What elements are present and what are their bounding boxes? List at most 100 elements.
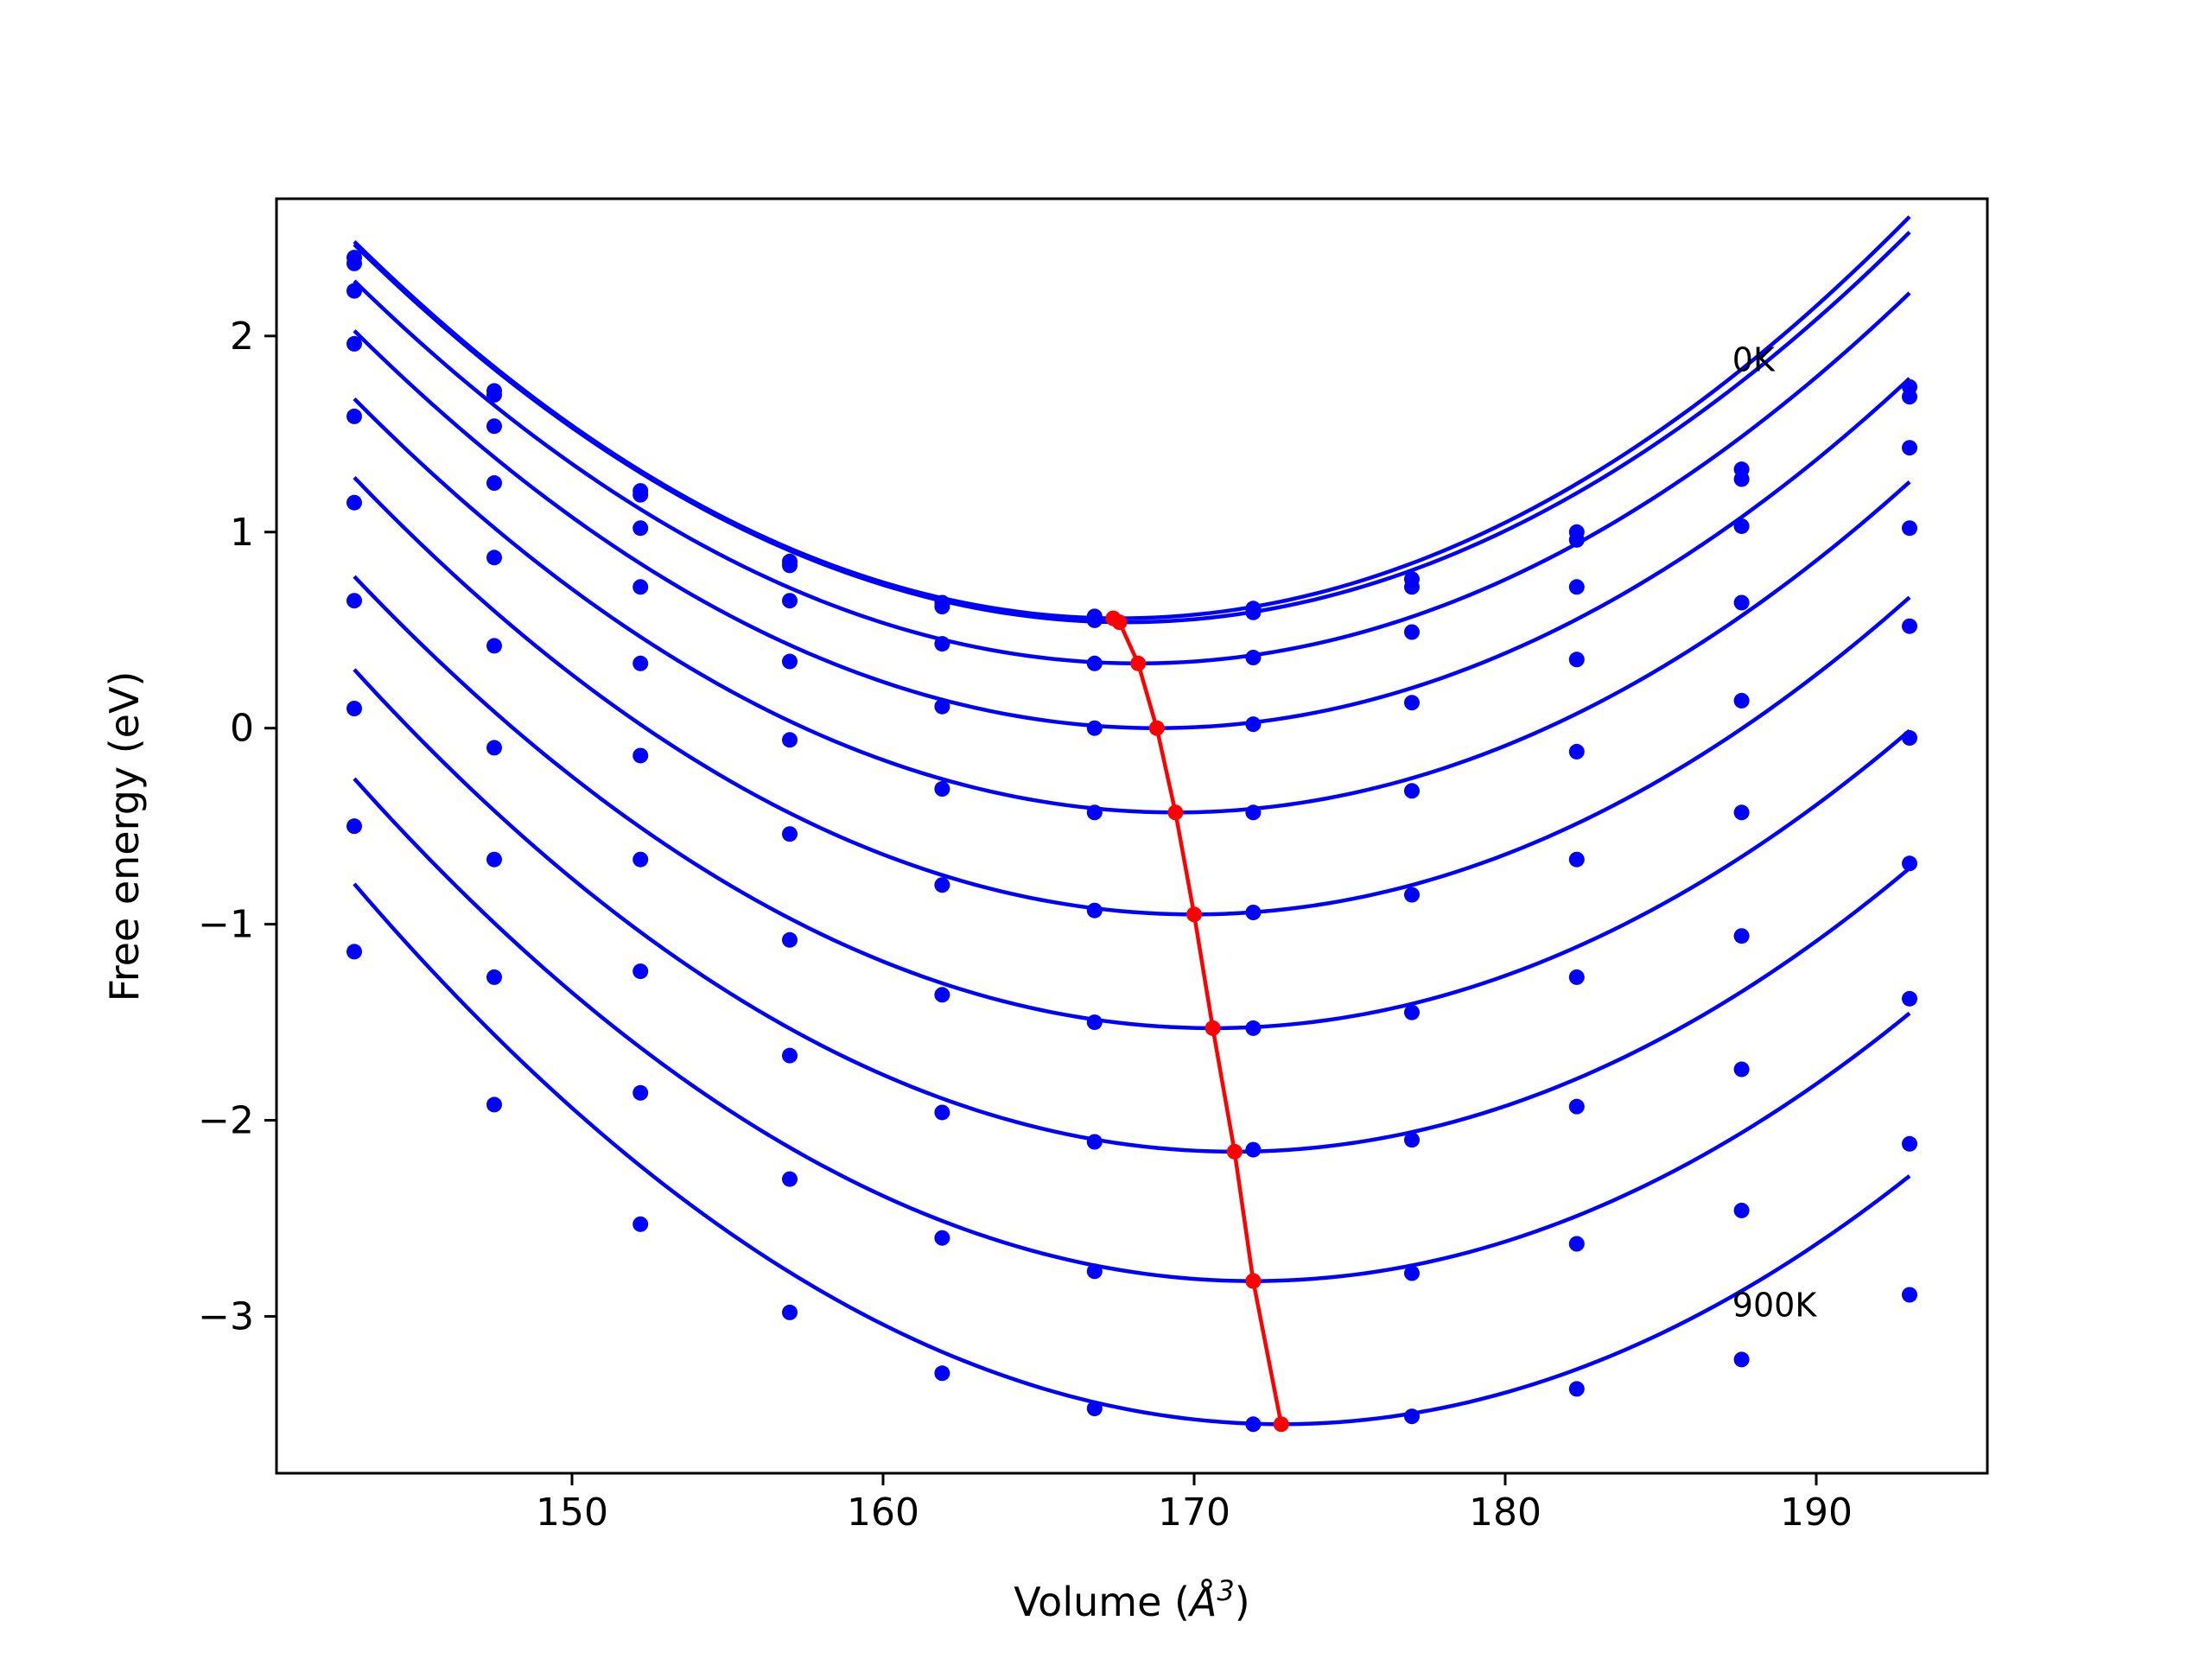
series-curve-7 xyxy=(353,575,1911,1031)
series-10-point-5 xyxy=(934,1365,950,1382)
series-3-point-11 xyxy=(1902,440,1917,456)
series-6-point-3 xyxy=(632,747,649,764)
minimum-point-10 xyxy=(1273,1416,1289,1433)
series-6-point-1 xyxy=(346,494,362,511)
y-axis-label: Free energy (eV) xyxy=(101,671,148,1002)
series-curve-10 xyxy=(353,882,1911,1427)
series-6-point-9 xyxy=(1568,851,1585,868)
annotation-2: 900K xyxy=(1732,1286,1818,1324)
series-4-point-7 xyxy=(1245,716,1262,733)
annotation-1: 0K xyxy=(1732,341,1776,379)
series-5-point-4 xyxy=(782,732,798,748)
series-4-point-8 xyxy=(1404,695,1420,711)
series-6-point-4 xyxy=(782,826,798,842)
series-7-point-1 xyxy=(346,593,362,609)
series-7-point-6 xyxy=(1086,1014,1103,1031)
y-tick-label-1: −3 xyxy=(198,1294,254,1338)
series-4-point-6 xyxy=(1086,720,1103,736)
annotations: 0K 900K xyxy=(1732,341,1818,1325)
series-5-point-1 xyxy=(346,408,362,424)
series-2-point-8 xyxy=(1404,579,1420,595)
series-3-point-7 xyxy=(1245,650,1262,665)
series-7-point-9 xyxy=(1568,969,1585,985)
minimum-point-7 xyxy=(1205,1020,1221,1036)
series-2-point-2 xyxy=(486,386,502,403)
series-9-point-2 xyxy=(486,969,502,985)
x-tick-label-1: 150 xyxy=(536,1491,608,1535)
series-9-point-8 xyxy=(1404,1265,1420,1281)
minimum-point-9 xyxy=(1245,1273,1262,1289)
series-6-point-2 xyxy=(486,638,502,654)
series-10-point-8 xyxy=(1404,1408,1420,1425)
series-7-point-4 xyxy=(782,931,798,948)
series-5-point-3 xyxy=(632,655,649,671)
series-8-point-7 xyxy=(1245,1141,1262,1158)
y-tick-label-6: 2 xyxy=(230,315,254,359)
series-9-point-6 xyxy=(1086,1263,1103,1280)
series-3-point-10 xyxy=(1733,518,1750,534)
series-6-point-8 xyxy=(1404,887,1420,903)
series-4-point-5 xyxy=(934,698,950,715)
series-4-point-9 xyxy=(1568,652,1585,668)
series-5-point-2 xyxy=(486,550,502,566)
series-2-point-1 xyxy=(346,255,362,271)
series-4-point-10 xyxy=(1733,594,1750,611)
series-5-point-5 xyxy=(934,781,950,798)
x-axis-label: Volume (Å3) xyxy=(1014,1574,1249,1625)
series-2-point-5 xyxy=(934,599,950,614)
series-10-point-6 xyxy=(1086,1401,1103,1417)
series-8-point-9 xyxy=(1568,1098,1585,1115)
series-5-point-7 xyxy=(1245,804,1262,821)
minimum-point-5 xyxy=(1167,804,1184,821)
series-3-point-2 xyxy=(486,418,502,435)
series-3-point-4 xyxy=(782,593,798,609)
series-9-point-3 xyxy=(632,1084,649,1101)
series-10-point-10 xyxy=(1733,1351,1750,1368)
series-4-point-4 xyxy=(782,653,798,670)
series-9-point-11 xyxy=(1902,1135,1917,1152)
series-9-point-4 xyxy=(782,1171,798,1187)
axes-frame xyxy=(275,197,1989,1475)
series-7-point-3 xyxy=(632,851,649,868)
series-4-point-1 xyxy=(346,335,362,352)
series-8-point-5 xyxy=(934,1104,950,1121)
series-9-point-1 xyxy=(346,818,362,835)
series-2-point-7 xyxy=(1245,604,1262,620)
series-10-point-3 xyxy=(632,1216,649,1232)
series-curve-4 xyxy=(353,329,1911,730)
minimum-point-8 xyxy=(1226,1143,1243,1160)
series-10-point-11 xyxy=(1902,1287,1917,1303)
series-9-point-5 xyxy=(934,1230,950,1246)
series-2-point-4 xyxy=(782,557,798,574)
minima-line xyxy=(1112,616,1284,1425)
y-tick-label-4: 0 xyxy=(230,707,254,751)
series-curve-8 xyxy=(353,668,1911,1154)
series-6-point-5 xyxy=(934,877,950,893)
series-3-point-3 xyxy=(632,520,649,537)
series-8-point-10 xyxy=(1733,1061,1750,1077)
series-3-point-9 xyxy=(1568,579,1585,595)
series-3-point-8 xyxy=(1404,624,1420,640)
series-6-point-7 xyxy=(1245,905,1262,920)
series-3-point-6 xyxy=(1086,655,1103,671)
series-4-point-3 xyxy=(632,579,649,595)
series-2-point-11 xyxy=(1902,389,1917,405)
y-tick-label-3: −1 xyxy=(198,903,254,947)
series-curve-2 xyxy=(353,231,1911,625)
series-4-point-11 xyxy=(1902,520,1917,537)
series-7-point-8 xyxy=(1404,1004,1420,1020)
series-5-point-11 xyxy=(1902,618,1917,634)
minimum-point-4 xyxy=(1148,720,1165,736)
series-9-point-10 xyxy=(1733,1202,1750,1218)
series-8-point-2 xyxy=(486,851,502,868)
series-10-point-1 xyxy=(346,944,362,960)
series-8-point-3 xyxy=(632,963,649,980)
series-3-point-5 xyxy=(934,636,950,652)
series-2-point-3 xyxy=(632,486,649,503)
series-5-point-10 xyxy=(1733,692,1750,709)
minimum-point-6 xyxy=(1186,906,1202,923)
series-10-point-4 xyxy=(782,1304,798,1320)
x-tick-label-2: 160 xyxy=(847,1491,919,1535)
